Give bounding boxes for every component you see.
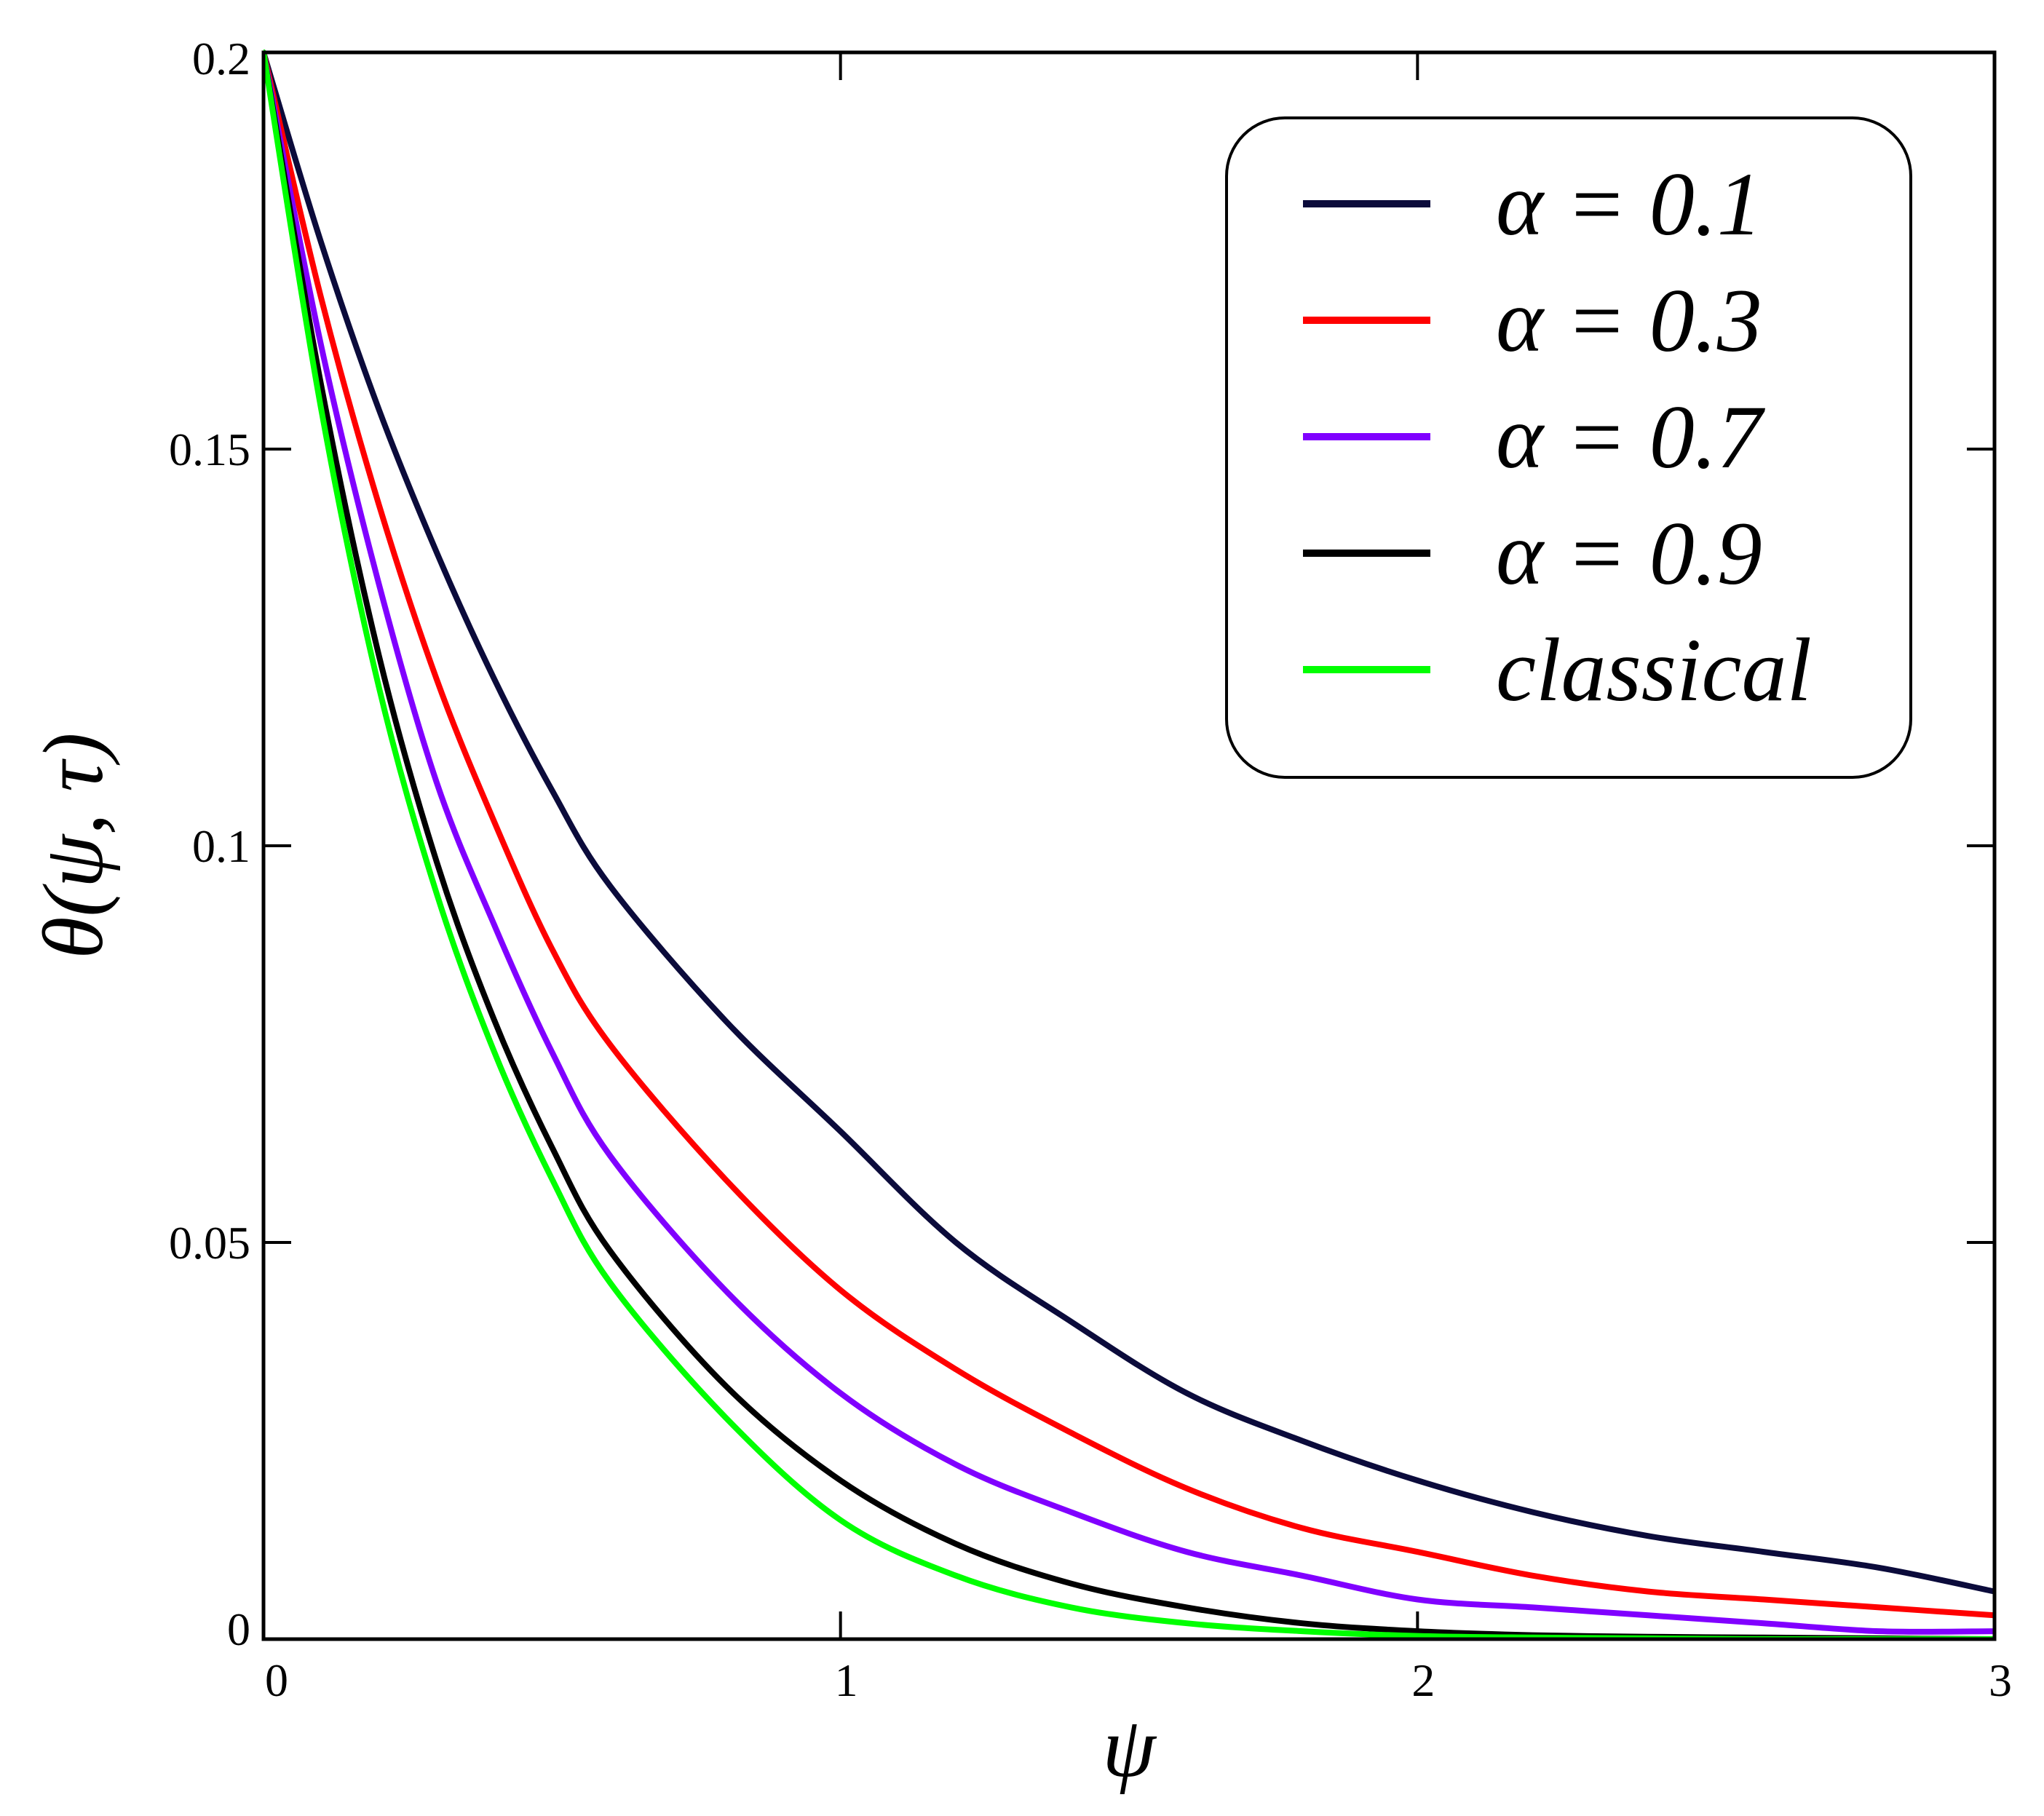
y-tick-label: 0 xyxy=(227,1603,250,1655)
legend-label: α = 0.3 xyxy=(1496,271,1762,370)
series-line-2 xyxy=(264,49,1995,1619)
x-tick-label: 1 xyxy=(835,1654,858,1706)
y-tick-label: 0.2 xyxy=(192,33,250,84)
series-line-3 xyxy=(264,49,1995,1635)
x-axis-label: ψ xyxy=(1102,1700,1157,1795)
series-line-1 xyxy=(264,49,1995,1595)
tick-labels-layer: 0 1 2 3 0 0.05 0.1 0.15 0.2 xyxy=(169,33,2012,1706)
legend-label: classical xyxy=(1496,620,1812,720)
legend: α = 0.1 α = 0.3 α = 0.7 α = 0.9 classical xyxy=(1225,116,1912,779)
y-tick-label: 0.05 xyxy=(169,1217,250,1269)
legend-entries: α = 0.1 α = 0.3 α = 0.7 α = 0.9 classical xyxy=(1303,154,1812,720)
plot-frame xyxy=(261,50,1997,1641)
legend-label: α = 0.9 xyxy=(1496,504,1762,603)
x-tick-label: 3 xyxy=(1989,1654,2012,1706)
legend-label: α = 0.7 xyxy=(1496,387,1766,487)
x-tick-label: 2 xyxy=(1411,1654,1435,1706)
y-tick-label: 0.15 xyxy=(169,424,250,475)
legend-box xyxy=(1225,116,1912,779)
x-tick-label: 0 xyxy=(265,1654,288,1706)
y-axis-label: θ(ψ, τ) xyxy=(25,732,121,959)
legend-label: α = 0.1 xyxy=(1496,154,1762,254)
y-tick-label: 0.1 xyxy=(192,820,250,872)
